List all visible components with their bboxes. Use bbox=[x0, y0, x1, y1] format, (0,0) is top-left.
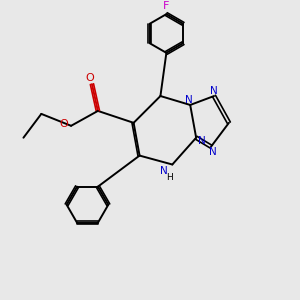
Text: O: O bbox=[59, 119, 68, 129]
Text: N: N bbox=[160, 166, 168, 176]
Text: N: N bbox=[198, 136, 206, 146]
Text: O: O bbox=[85, 73, 94, 82]
Text: F: F bbox=[163, 1, 170, 11]
Text: N: N bbox=[185, 94, 193, 105]
Text: H: H bbox=[166, 172, 173, 182]
Text: N: N bbox=[209, 147, 216, 157]
Text: N: N bbox=[210, 86, 218, 96]
